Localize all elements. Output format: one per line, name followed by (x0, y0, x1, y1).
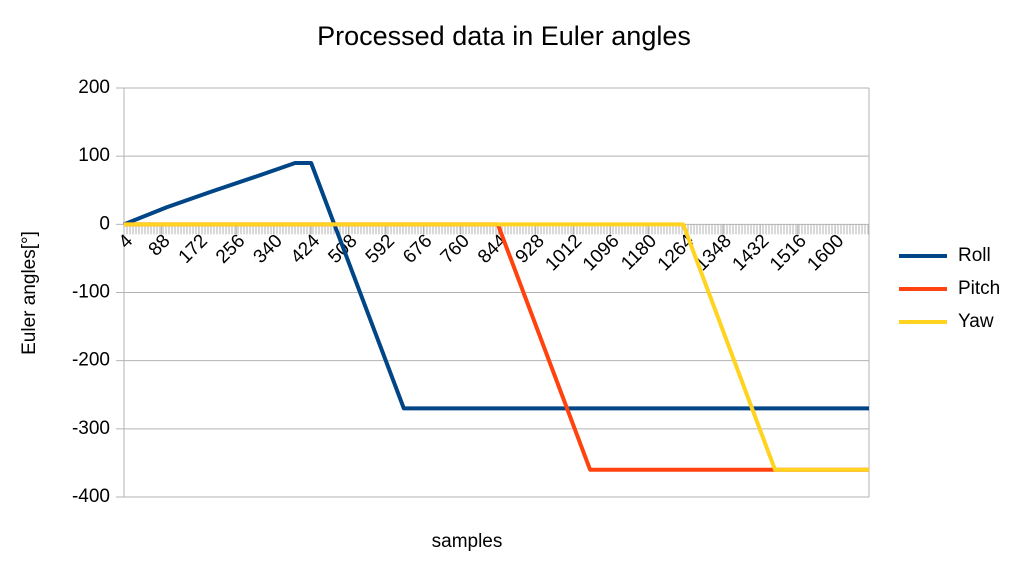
legend-label: Roll (958, 245, 991, 266)
x-tick-label: 88 (145, 231, 175, 261)
x-tick-label: 1096 (579, 231, 624, 276)
x-minor-ticks (124, 224, 869, 235)
x-tick-label: 340 (250, 231, 287, 268)
legend-label: Yaw (958, 311, 994, 332)
x-axis-title: samples (432, 531, 503, 552)
x-tick-label: 592 (362, 231, 399, 268)
series-line (123, 160, 869, 411)
x-tick-label: 1012 (541, 231, 586, 276)
y-tick-label: -200 (72, 350, 110, 371)
x-tick-label: 172 (175, 231, 212, 268)
series-line (124, 222, 869, 472)
x-tick-label: 256 (212, 231, 249, 268)
x-tick-label: 1516 (766, 231, 811, 276)
y-tick-label: -100 (72, 282, 110, 303)
x-tick-label: 1600 (803, 231, 848, 276)
chart-title: Processed data in Euler angles (317, 21, 691, 51)
y-tick-label: -300 (72, 418, 110, 439)
x-tick-label: 1432 (729, 231, 774, 276)
x-tick-label: 424 (287, 230, 325, 268)
y-axis-title: Euler angles[°] (19, 231, 40, 355)
x-tick-label: 1180 (617, 231, 661, 275)
y-tick-label: -400 (72, 486, 110, 507)
y-tick-label: 100 (78, 145, 110, 166)
x-tick-label: 676 (399, 231, 436, 268)
legend-label: Pitch (958, 278, 1000, 299)
x-tick-label: 760 (437, 231, 474, 268)
y-tick-label: 0 (99, 213, 110, 234)
y-tick-label: 200 (78, 77, 110, 98)
